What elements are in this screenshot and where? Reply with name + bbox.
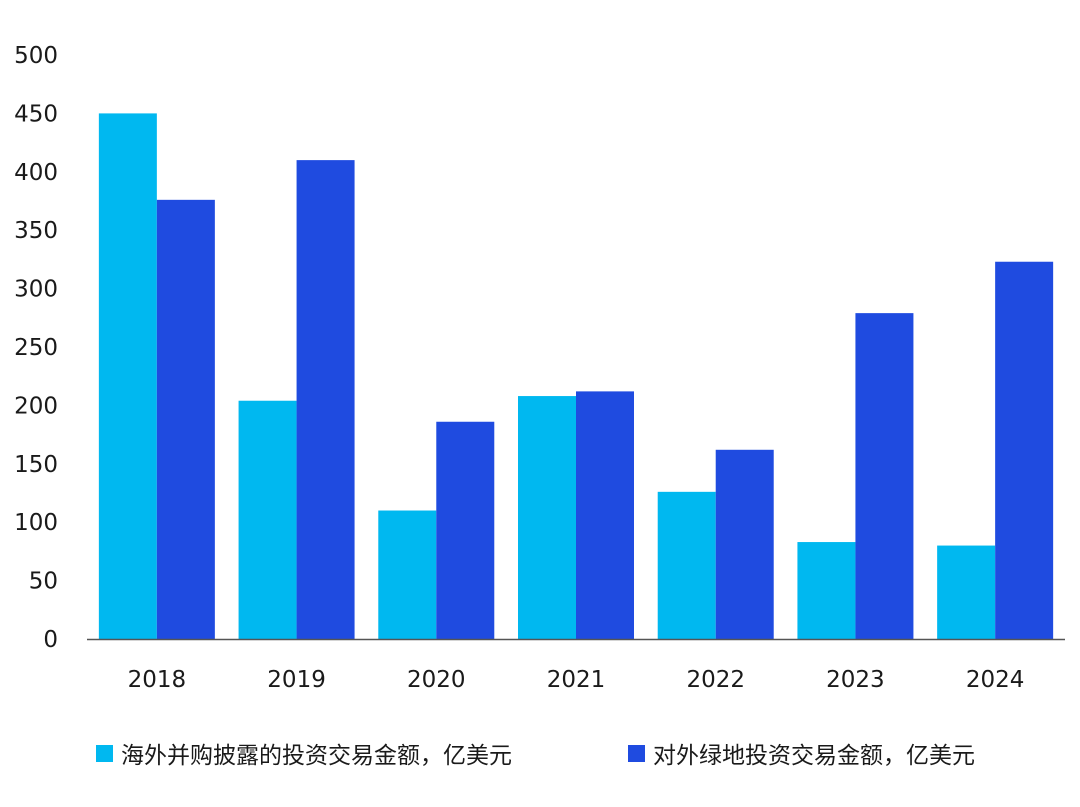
bar-2022-series-2 <box>715 449 774 639</box>
bar-2023-series-2 <box>855 313 914 639</box>
y-tick-label: 250 <box>14 335 58 361</box>
bar-2022-series-1 <box>657 491 716 639</box>
y-tick-label: 150 <box>14 452 58 478</box>
legend-item-series-2: 对外绿地投资交易金额，亿美元 <box>628 728 975 778</box>
x-tick-label: 2024 <box>966 667 1025 693</box>
y-tick-label: 200 <box>14 393 58 419</box>
y-tick-label: 300 <box>14 277 58 303</box>
y-tick-label: 400 <box>14 160 58 186</box>
x-tick-label: 2022 <box>686 667 745 693</box>
y-tick-label: 50 <box>29 569 58 595</box>
legend-label-series-2: 对外绿地投资交易金额，亿美元 <box>653 743 975 769</box>
bar-2020-series-1 <box>378 510 437 639</box>
y-tick-label: 450 <box>14 101 58 127</box>
bar-2018-series-2 <box>156 199 215 639</box>
y-tick-label: 350 <box>14 218 58 244</box>
legend-label-series-1: 海外并购披露的投资交易金额，亿美元 <box>121 743 512 769</box>
y-tick-label: 0 <box>43 627 58 653</box>
legend-item-series-1: 海外并购披露的投资交易金额，亿美元 <box>96 728 512 778</box>
bar-2020-series-2 <box>436 421 495 639</box>
bar-2024-series-1 <box>937 545 996 639</box>
legend: 海外并购披露的投资交易金额，亿美元 对外绿地投资交易金额，亿美元 <box>0 728 1080 778</box>
x-tick-label: 2018 <box>128 667 187 693</box>
bars <box>98 113 1054 639</box>
bar-2024-series-2 <box>995 261 1054 639</box>
bar-2018-series-1 <box>98 113 157 639</box>
bar-2023-series-1 <box>797 542 856 639</box>
bar-2021-series-1 <box>518 396 576 639</box>
legend-swatch-series-2 <box>628 744 645 762</box>
y-axis-ticks: 0 50 100 150 200 250 300 350 400 450 500 <box>14 43 58 653</box>
bar-2019-series-2 <box>296 160 355 639</box>
y-tick-label: 500 <box>14 43 58 69</box>
x-tick-label: 2023 <box>826 667 885 693</box>
bar-2019-series-1 <box>238 400 297 639</box>
y-tick-label: 100 <box>14 510 58 536</box>
x-tick-label: 2020 <box>407 667 466 693</box>
bar-2021-series-2 <box>576 391 634 639</box>
x-tick-label: 2019 <box>267 667 326 693</box>
x-axis-ticks: 2018 2019 2020 2021 2022 2023 2024 <box>128 667 1025 693</box>
x-tick-label: 2021 <box>547 667 606 693</box>
legend-swatch-series-1 <box>96 744 113 762</box>
